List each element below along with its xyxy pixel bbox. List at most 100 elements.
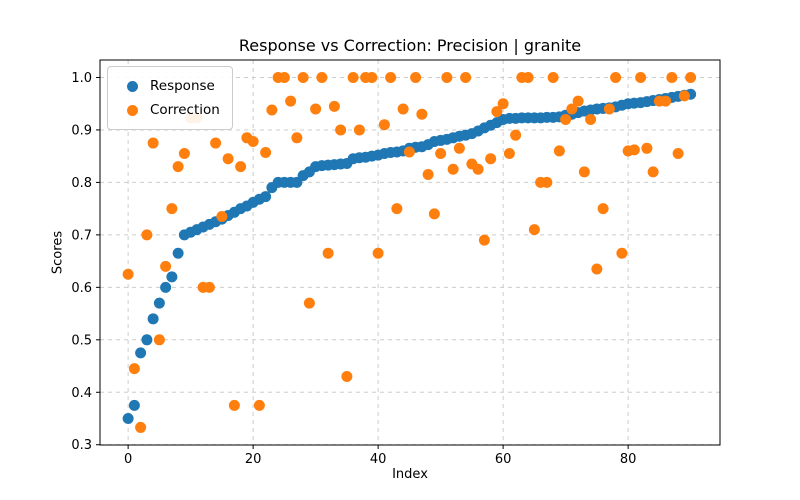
scatter-point-correction bbox=[560, 113, 572, 125]
scatter-point-correction bbox=[672, 148, 684, 160]
scatter-point-response bbox=[166, 271, 178, 283]
scatter-point-correction bbox=[447, 163, 459, 175]
scatter-point-correction bbox=[522, 71, 534, 83]
scatter-point-correction bbox=[328, 100, 340, 112]
scatter-point-response bbox=[135, 347, 147, 359]
scatter-point-correction bbox=[397, 103, 409, 115]
scatter-point-correction bbox=[410, 71, 422, 83]
correction-marker-icon bbox=[127, 104, 138, 116]
y-axis-label: Scores bbox=[50, 230, 66, 275]
scatter-point-correction bbox=[572, 95, 584, 107]
scatter-point-correction bbox=[341, 371, 353, 383]
scatter-point-correction bbox=[422, 169, 434, 181]
scatter-point-response bbox=[141, 334, 153, 346]
legend-item-correction: Correction bbox=[118, 98, 220, 122]
scatter-point-correction bbox=[135, 421, 147, 433]
scatter-point-correction bbox=[310, 103, 322, 115]
chart-title: Response vs Correction: Precision | gran… bbox=[238, 36, 582, 55]
y-tick-label: 0.4 bbox=[71, 386, 92, 401]
scatter-point-correction bbox=[553, 145, 565, 157]
scatter-point-correction bbox=[503, 148, 515, 160]
scatter-point-correction bbox=[372, 247, 384, 259]
scatter-point-correction bbox=[628, 144, 640, 156]
scatter-point-correction bbox=[541, 176, 553, 188]
scatter-point-correction bbox=[391, 203, 403, 215]
scatter-point-correction bbox=[616, 247, 628, 259]
scatter-point-response bbox=[172, 247, 184, 259]
y-tick-label: 1.0 bbox=[71, 71, 92, 86]
scatter-point-correction bbox=[216, 211, 228, 223]
y-tick-label: 0.5 bbox=[71, 333, 92, 348]
x-tick-label: 60 bbox=[495, 452, 512, 467]
scatter-point-response bbox=[128, 399, 140, 411]
response-marker-icon bbox=[127, 80, 138, 92]
scatter-point-correction bbox=[291, 132, 303, 144]
scatter-point-correction bbox=[366, 71, 378, 83]
scatter-point-correction bbox=[347, 71, 359, 83]
scatter-point-correction bbox=[441, 71, 453, 83]
scatter-point-correction bbox=[378, 119, 390, 131]
scatter-point-correction bbox=[678, 90, 690, 102]
x-tick-label: 40 bbox=[370, 452, 387, 467]
scatter-point-correction bbox=[228, 399, 240, 411]
scatter-point-correction bbox=[491, 106, 503, 118]
axes-frame bbox=[99, 59, 721, 446]
scatter-point-correction bbox=[128, 363, 140, 375]
scatter-point-correction bbox=[322, 247, 334, 259]
scatter-point-correction bbox=[460, 71, 472, 83]
y-tick-label: 0.6 bbox=[71, 281, 92, 296]
scatter-point-correction bbox=[597, 203, 609, 215]
y-tick-label: 0.9 bbox=[71, 123, 92, 138]
scatter-point-correction bbox=[472, 163, 484, 175]
y-tick-label: 0.7 bbox=[71, 228, 92, 243]
scatter-point-correction bbox=[485, 153, 497, 165]
scatter-point-correction bbox=[578, 166, 590, 178]
scatter-point-correction bbox=[147, 137, 159, 149]
x-tick-label: 0 bbox=[124, 452, 132, 467]
scatter-point-correction bbox=[178, 148, 190, 160]
scatter-point-correction bbox=[210, 137, 222, 149]
scatter-point-correction bbox=[122, 268, 134, 280]
scatter-point-correction bbox=[510, 129, 522, 141]
scatter-point-correction bbox=[497, 98, 509, 110]
scatter-point-correction bbox=[353, 124, 365, 136]
legend: Response Correction bbox=[107, 66, 233, 130]
scatter-point-correction bbox=[647, 166, 659, 178]
scatter-point-correction bbox=[585, 113, 597, 125]
y-tick-label: 0.3 bbox=[71, 438, 92, 453]
scatter-point-correction bbox=[478, 234, 490, 246]
x-tick-label: 80 bbox=[620, 452, 637, 467]
x-tick-label: 20 bbox=[245, 452, 262, 467]
scatter-point-correction bbox=[203, 281, 215, 293]
scatter-point-response bbox=[147, 313, 159, 325]
scatter-point-correction bbox=[685, 71, 697, 83]
scatter-point-correction bbox=[297, 71, 309, 83]
scatter-point-correction bbox=[385, 71, 397, 83]
scatter-point-response bbox=[160, 281, 172, 293]
scatter-point-correction bbox=[222, 153, 234, 165]
scatter-point-response bbox=[260, 191, 272, 203]
scatter-point-correction bbox=[285, 95, 297, 107]
scatter-point-correction bbox=[641, 142, 653, 154]
scatter-point-correction bbox=[403, 146, 415, 158]
scatter-point-correction bbox=[266, 104, 278, 116]
scatter-point-correction bbox=[303, 297, 315, 309]
scatter-point-correction bbox=[153, 334, 165, 346]
scatter-point-response bbox=[122, 413, 134, 425]
scatter-point-correction bbox=[666, 71, 678, 83]
scatter-point-correction bbox=[660, 95, 672, 107]
scatter-point-correction bbox=[435, 148, 447, 160]
scatter-point-correction bbox=[610, 71, 622, 83]
legend-item-response: Response bbox=[118, 74, 220, 98]
scatter-point-response bbox=[153, 297, 165, 309]
scatter-point-correction bbox=[316, 71, 328, 83]
scatter-point-correction bbox=[453, 142, 465, 154]
scatter-point-correction bbox=[566, 103, 578, 115]
scatter-point-correction bbox=[547, 71, 559, 83]
scatter-point-correction bbox=[253, 399, 265, 411]
scatter-point-correction bbox=[416, 108, 428, 120]
scatter-point-correction bbox=[260, 146, 272, 158]
scatter-point-correction bbox=[247, 135, 259, 147]
scatter-point-correction bbox=[141, 229, 153, 241]
